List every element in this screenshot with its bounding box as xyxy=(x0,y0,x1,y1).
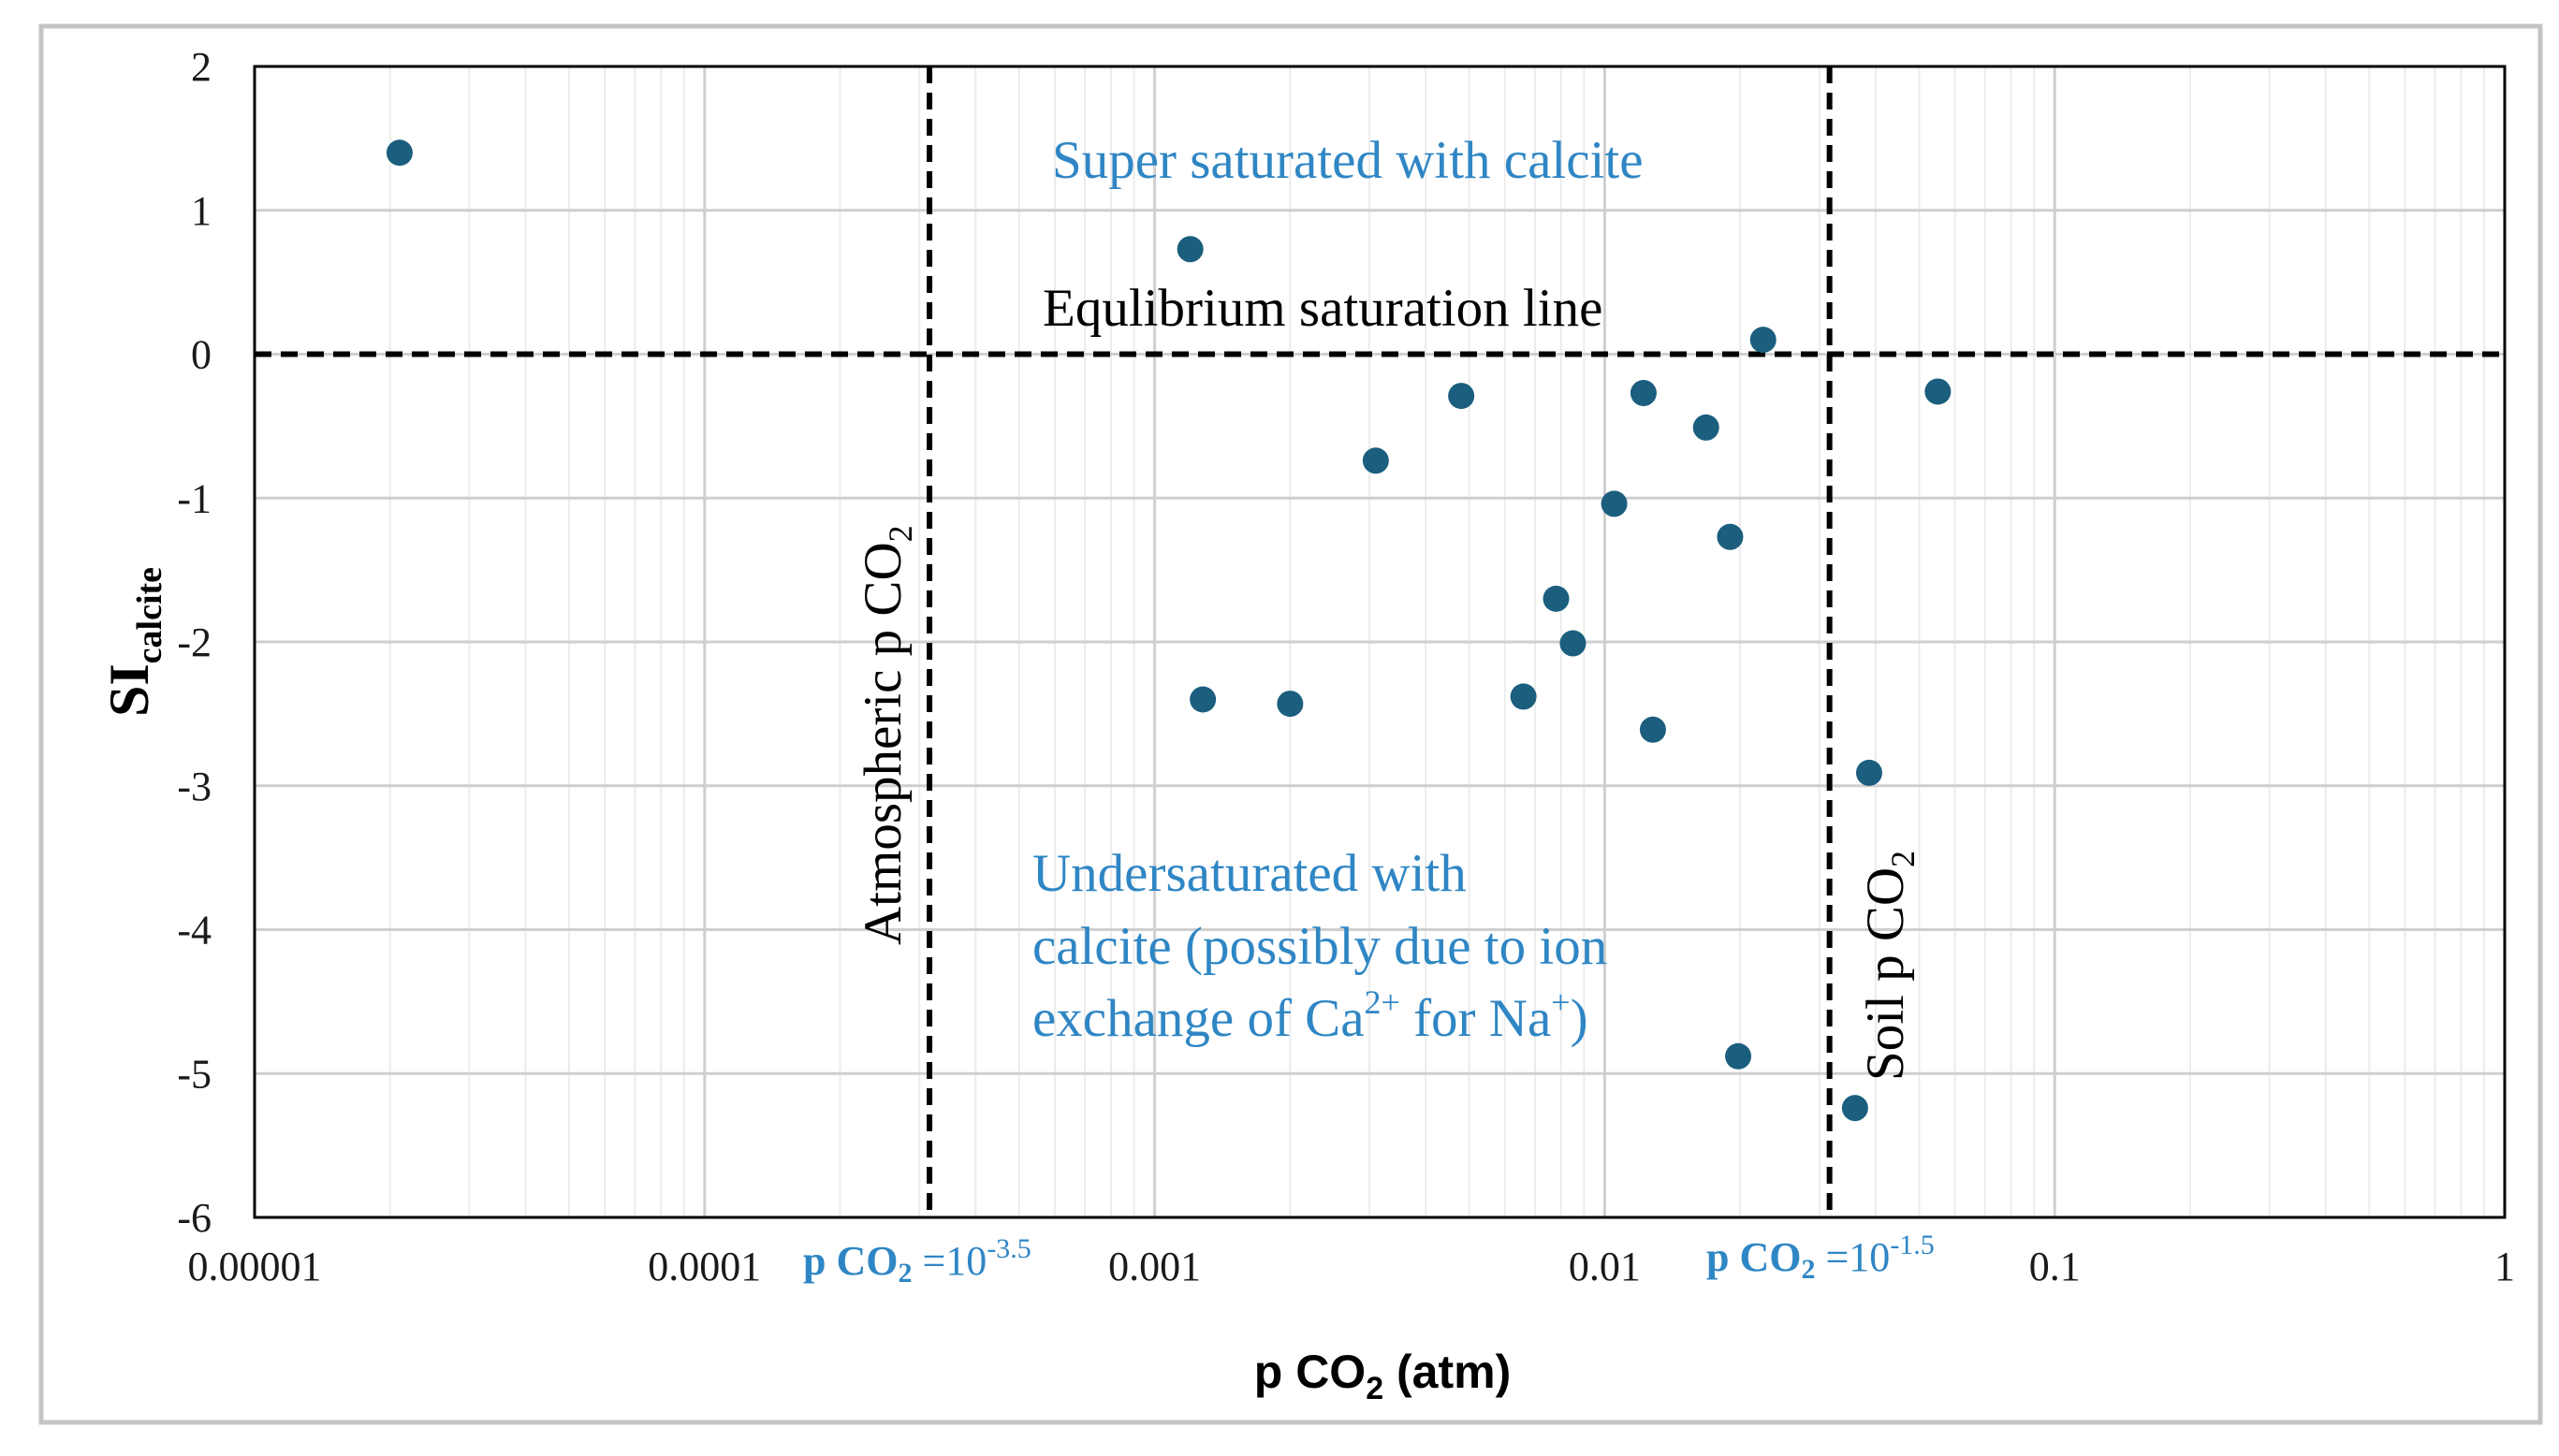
data-point xyxy=(1841,1095,1868,1122)
data-point xyxy=(1448,383,1475,410)
x-tick-label: 0.01 xyxy=(1569,1244,1641,1289)
data-point xyxy=(1749,327,1777,354)
data-point xyxy=(1639,716,1666,743)
atmospheric-pco2-label: Atmospheric p CO2 xyxy=(854,525,919,945)
data-point xyxy=(1362,447,1389,474)
data-point xyxy=(1855,759,1882,786)
x-axis-ticks: 0.00001 0.0001 0.001 0.01 0.1 1 xyxy=(188,1244,2516,1289)
data-point xyxy=(1601,490,1628,517)
data-point xyxy=(1277,691,1304,718)
data-point xyxy=(1692,414,1719,441)
data-points xyxy=(386,139,1952,1122)
data-point xyxy=(1510,683,1537,710)
data-point xyxy=(1717,523,1744,550)
data-point xyxy=(386,139,413,167)
data-point xyxy=(1559,630,1587,657)
soil-pco2-label: Soil p CO2 xyxy=(1856,851,1922,1081)
y-tick-label: -3 xyxy=(177,764,212,809)
soil-pco2-value: p CO2 =10-1.5 xyxy=(1706,1230,1935,1285)
atm-pco2-value: p CO2 =10-3.5 xyxy=(803,1233,1031,1289)
y-tick-label: 1 xyxy=(191,188,212,234)
y-tick-label: -1 xyxy=(177,475,212,521)
x-tick-label: 0.1 xyxy=(2029,1244,2081,1289)
y-axis-ticks: 2 1 0 -1 -2 -3 -4 -5 -6 xyxy=(177,44,212,1241)
x-tick-label: 0.00001 xyxy=(188,1244,322,1289)
y-tick-label: 2 xyxy=(191,44,212,90)
y-tick-label: -4 xyxy=(177,908,212,954)
data-point xyxy=(1924,378,1952,405)
y-tick-label: -2 xyxy=(177,619,212,665)
y-tick-label: -6 xyxy=(177,1195,212,1241)
plot-area-border xyxy=(253,65,2507,1219)
x-tick-label: 0.001 xyxy=(1108,1244,1201,1289)
data-point xyxy=(1177,236,1204,263)
y-tick-label: -5 xyxy=(177,1051,212,1097)
data-point xyxy=(1190,686,1217,713)
undersaturated-label-line1: Undersaturated with xyxy=(1032,844,1467,903)
y-axis-title: SIcalcite xyxy=(98,567,169,717)
reference-lines xyxy=(255,66,2505,1217)
x-tick-label: 1 xyxy=(2494,1244,2515,1289)
y-tick-label: 0 xyxy=(191,332,212,378)
undersaturated-label-line3: exchange of Ca2+ for Na+) xyxy=(1032,983,1588,1048)
data-point xyxy=(1725,1042,1752,1070)
undersaturated-label-line2: calcite (possibly due to ion xyxy=(1032,917,1607,976)
x-axis-title: p CO2 (atm) xyxy=(1254,1346,1511,1406)
supersaturated-label: Super saturated with calcite xyxy=(1052,131,1644,190)
data-point xyxy=(1630,380,1657,407)
x-tick-label: 0.0001 xyxy=(648,1244,761,1289)
equilibrium-line-label: Equlibrium saturation line xyxy=(1043,279,1602,338)
data-point xyxy=(1543,585,1570,612)
